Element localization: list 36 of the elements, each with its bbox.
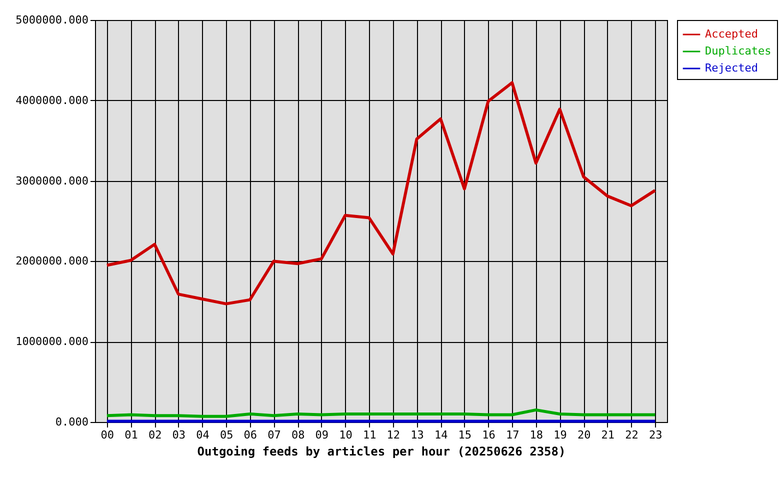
line-series bbox=[105, 81, 657, 306]
x-tick-label: 11 bbox=[362, 428, 376, 442]
x-tick-label: 03 bbox=[172, 428, 186, 442]
x-tick-label: 22 bbox=[625, 428, 638, 442]
x-tick-label: 06 bbox=[244, 428, 258, 442]
x-tick-label: 12 bbox=[386, 428, 400, 442]
legend-label: Rejected bbox=[705, 62, 758, 74]
x-tick-label: 19 bbox=[554, 428, 567, 442]
line-series bbox=[105, 408, 657, 418]
y-tick-label: 4000000.000 bbox=[16, 94, 88, 107]
x-tick-label: 09 bbox=[315, 428, 329, 442]
x-tick-label: 23 bbox=[648, 428, 662, 442]
legend-label: Accepted bbox=[705, 28, 758, 40]
x-tick-label: 02 bbox=[148, 428, 162, 442]
y-tick-label: 5000000.000 bbox=[16, 14, 88, 26]
x-tick-label: 15 bbox=[458, 428, 472, 442]
x-tick-label: 08 bbox=[291, 428, 305, 442]
x-tick-label: 20 bbox=[577, 428, 591, 442]
y-tick-label: 1000000.000 bbox=[16, 335, 88, 348]
x-tick-label: 05 bbox=[220, 428, 234, 442]
y-tick-label: 3000000.000 bbox=[16, 174, 88, 188]
x-tick-label: 16 bbox=[482, 428, 496, 442]
y-tick-label: 2000000.000 bbox=[16, 254, 88, 268]
x-tick-label: 17 bbox=[506, 428, 520, 442]
y-tick-label: 0.000 bbox=[55, 416, 88, 428]
x-tick-label: 00 bbox=[100, 428, 114, 442]
x-tick-label: 04 bbox=[196, 428, 210, 442]
x-tick-label: 13 bbox=[410, 428, 424, 442]
x-tick-label: 21 bbox=[601, 428, 615, 442]
x-tick-label: 10 bbox=[339, 428, 352, 442]
x-tick-label: 07 bbox=[268, 428, 281, 442]
legend-label: Duplicates bbox=[705, 44, 772, 58]
x-tick-label: 14 bbox=[434, 428, 448, 442]
x-tick-label: 18 bbox=[530, 428, 544, 442]
x-axis-title: Outgoing feeds by articles per hour (20250626 2358) bbox=[197, 444, 566, 458]
x-tick-label: 01 bbox=[124, 428, 138, 442]
